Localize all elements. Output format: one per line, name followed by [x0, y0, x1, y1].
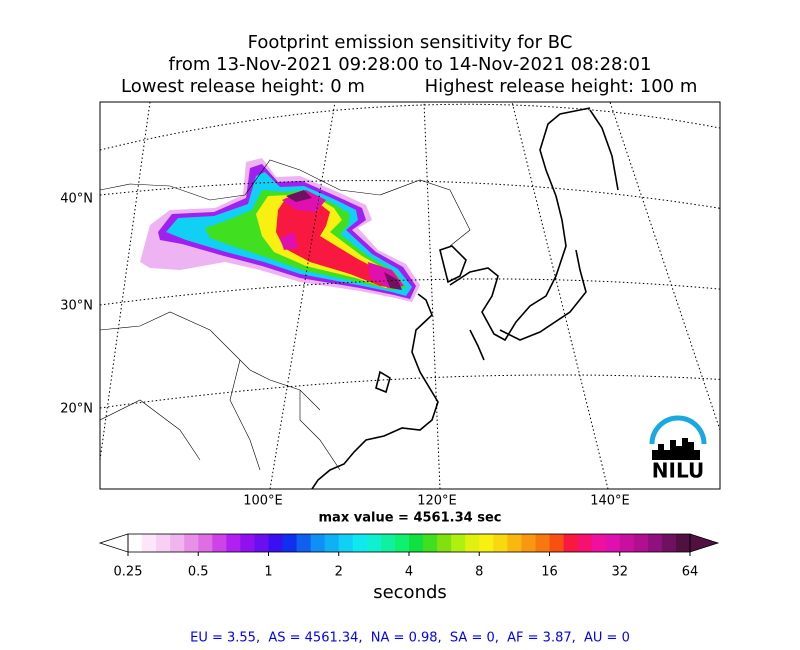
colorbar-cell [338, 534, 354, 552]
plume [286, 190, 402, 290]
logo: NILU [649, 415, 707, 483]
graticule [100, 103, 720, 151]
colorbar-cell [535, 534, 550, 552]
colorbar-cell [493, 534, 508, 552]
colorbar: 0.25 0.5 1 2 4 8 16 32 64 [98, 533, 720, 580]
logo-text: NILU [652, 459, 704, 483]
colorbar-tick-label: 2 [335, 565, 343, 580]
title-line: Footprint emission sensitivity for BC [248, 32, 573, 53]
plume [276, 198, 396, 288]
colorbar-tick-label: 1 [264, 565, 272, 580]
colorbar-cell [142, 534, 157, 552]
colorbar-cell [324, 534, 340, 552]
graticule [511, 102, 609, 489]
colorbar-cell [619, 534, 635, 552]
colorbar-cell [591, 534, 607, 552]
colorbar-cell [268, 534, 284, 552]
colorbar-tick-label: 8 [475, 565, 483, 580]
colorbar-tick-label: 4 [405, 565, 413, 580]
graticule [100, 278, 720, 306]
graticule [100, 374, 720, 409]
colorbar-extend [689, 533, 720, 553]
map-frame [99, 101, 721, 490]
lon-label: 140°E [590, 494, 630, 509]
colorbar-cell [226, 534, 241, 552]
colorbar-cell [310, 534, 326, 552]
colorbar-tick-label: 16 [541, 565, 558, 580]
lat-label: 40°N [60, 192, 93, 207]
colorbar-tick-label: 32 [611, 565, 628, 580]
colorbar-cell [423, 534, 438, 552]
colorbar-cell [605, 534, 621, 552]
title-line: from 13-Nov-2021 09:28:00 to 14-Nov-2021… [169, 54, 652, 75]
colorbar-cell [184, 534, 199, 552]
colorbar-cell [198, 534, 213, 552]
colorbar-cell [507, 534, 522, 552]
colorbar-cell [282, 534, 298, 552]
lon-label: 100°E [243, 494, 283, 509]
colorbar-cell [156, 534, 171, 552]
graticule [100, 180, 720, 209]
colorbar-cell [254, 534, 269, 552]
colorbar-cell [675, 534, 691, 552]
colorbar-cell [240, 534, 255, 552]
colorbar-cell [352, 534, 368, 552]
graticule [269, 102, 336, 489]
colorbar-cell [479, 534, 494, 552]
colorbar-label: seconds [373, 582, 447, 603]
colorbar-cell [212, 534, 227, 552]
colorbar-cell [451, 534, 466, 552]
title-line: Highest release height: 100 m [425, 76, 698, 97]
colorbar-cell [577, 534, 593, 552]
colorbar-cell [170, 534, 185, 552]
colorbar-cell [366, 534, 382, 552]
colorbar-cell [128, 534, 143, 552]
lon-label: 120°E [417, 494, 457, 509]
border [100, 159, 471, 471]
colorbar-cell [633, 534, 649, 552]
graticule [100, 102, 151, 461]
colorbar-cell [394, 534, 410, 552]
colorbar-cell [437, 534, 452, 552]
coastline [311, 107, 619, 489]
lat-label: 20°N [60, 402, 93, 417]
max-value: max value = 4561.34 sec [319, 511, 502, 526]
title-line: Lowest release height: 0 m [121, 76, 365, 97]
colorbar-tick-label: 0.25 [114, 565, 143, 580]
colorbar-cell [380, 534, 396, 552]
colorbar-extend [98, 533, 129, 553]
colorbar-cell [563, 534, 579, 552]
colorbar-tick-label: 64 [682, 565, 699, 580]
colorbar-cell [647, 534, 663, 552]
region-summary: EU = 3.55, AS = 4561.34, NA = 0.98, SA =… [190, 631, 630, 646]
graticule [423, 102, 441, 489]
map: 40°N 30°N 20°N 100°E 120°E 140°E max val… [60, 101, 721, 526]
colorbar-cell [465, 534, 480, 552]
colorbar-cell [296, 534, 312, 552]
colorbar-cell [521, 534, 536, 552]
colorbar-cell [409, 534, 424, 552]
colorbar-cell [549, 534, 565, 552]
graticule [609, 102, 720, 431]
colorbar-tick-label: 0.5 [188, 565, 209, 580]
lat-label: 30°N [60, 299, 93, 314]
colorbar-cell [661, 534, 677, 552]
